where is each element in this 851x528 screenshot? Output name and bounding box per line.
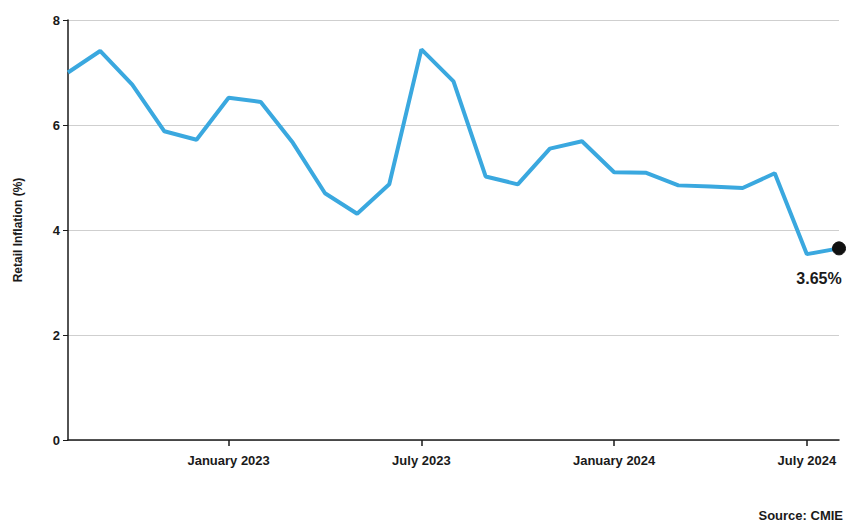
svg-text:2: 2: [53, 328, 60, 343]
svg-text:8: 8: [53, 13, 60, 28]
svg-text:4: 4: [53, 223, 61, 238]
svg-text:January 2024: January 2024: [573, 453, 656, 468]
svg-text:January 2023: January 2023: [187, 453, 269, 468]
svg-text:Retail Inflation (%): Retail Inflation (%): [11, 178, 25, 283]
svg-text:July 2024: July 2024: [778, 453, 837, 468]
svg-text:3.65%: 3.65%: [796, 270, 841, 287]
svg-text:July 2023: July 2023: [392, 453, 451, 468]
svg-text:0: 0: [53, 433, 60, 448]
svg-text:6: 6: [53, 118, 60, 133]
svg-text:Source: CMIE: Source: CMIE: [758, 508, 843, 523]
